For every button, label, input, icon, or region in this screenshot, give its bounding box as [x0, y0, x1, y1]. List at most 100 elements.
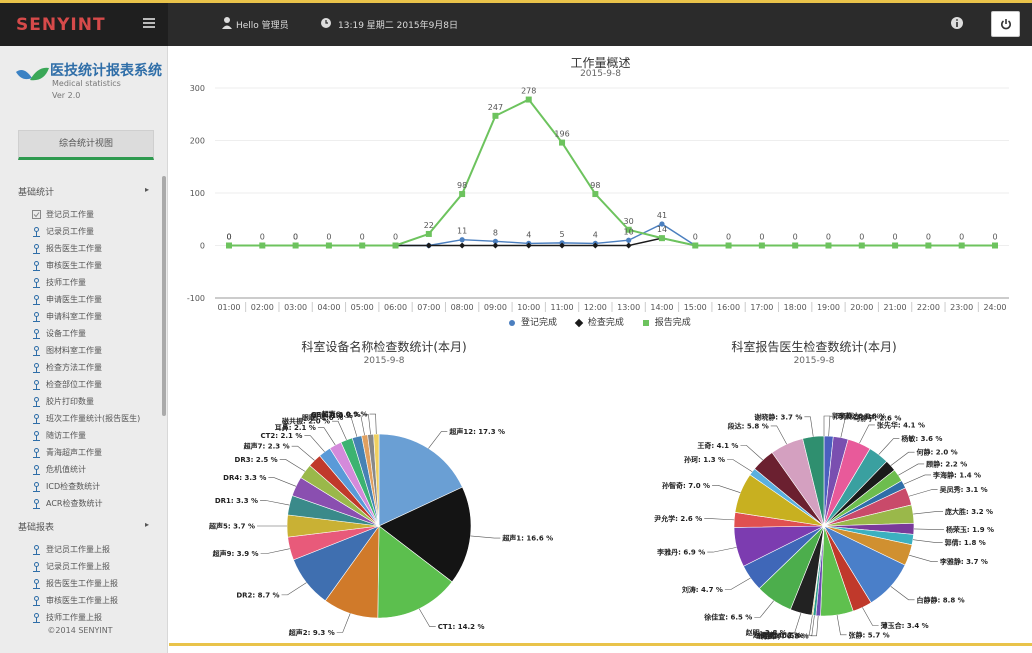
- hamburger-menu-icon[interactable]: [143, 18, 155, 29]
- pie-leader-line: [260, 500, 290, 506]
- nav-item-label: 审核医生工作量上报: [46, 596, 118, 605]
- data-point[interactable]: [525, 242, 532, 249]
- nav-item-report-3[interactable]: 审核医生工作量上报: [32, 593, 160, 609]
- line-chart-legend: 登记完成 检查完成 报告完成: [509, 315, 707, 328]
- data-point[interactable]: [392, 242, 399, 249]
- nav-item-stats-16[interactable]: ICD检查数统计: [32, 479, 160, 495]
- pie-leader-line: [903, 474, 931, 485]
- data-point[interactable]: [625, 226, 632, 233]
- data-point[interactable]: [925, 242, 932, 249]
- pie-slice-label: CT1: 14.2 %: [438, 623, 485, 631]
- nav-item-stats-3[interactable]: 审核医生工作量: [32, 258, 160, 274]
- data-label: 0: [992, 233, 997, 242]
- data-point[interactable]: [592, 191, 599, 198]
- data-point[interactable]: [592, 242, 599, 249]
- nav-item-stats-4[interactable]: 技师工作量: [32, 275, 160, 291]
- person-icon: [33, 448, 40, 458]
- data-label: 98: [590, 181, 600, 190]
- x-tick-label: 03:00: [284, 303, 307, 312]
- nav-item-stats-12[interactable]: 班次工作量统计(报告医生): [32, 411, 160, 427]
- info-icon[interactable]: [950, 16, 964, 30]
- data-point[interactable]: [858, 242, 865, 249]
- data-point[interactable]: [492, 238, 499, 244]
- data-label: 0: [726, 233, 731, 242]
- data-point[interactable]: [425, 242, 432, 249]
- nav-item-stats-6[interactable]: 申请科室工作量: [32, 309, 160, 325]
- nav-item-report-0[interactable]: 登记员工作量上报: [32, 542, 160, 558]
- data-point[interactable]: [459, 237, 465, 243]
- person-icon: [33, 465, 40, 475]
- data-point[interactable]: [559, 242, 566, 249]
- data-point[interactable]: [359, 242, 366, 249]
- data-point[interactable]: [226, 242, 232, 249]
- data-point[interactable]: [692, 242, 699, 249]
- legend-item-registered[interactable]: 登记完成: [509, 315, 557, 328]
- data-point[interactable]: [325, 242, 332, 249]
- pie-slice-label: 李雅丹: 6.9 %: [656, 548, 705, 557]
- data-point[interactable]: [259, 242, 266, 249]
- data-point[interactable]: [292, 242, 299, 249]
- pie-leader-line: [804, 416, 814, 437]
- nav-item-stats-5[interactable]: 申请医生工作量: [32, 292, 160, 308]
- nav-item-stats-15[interactable]: 危机值统计: [32, 462, 160, 478]
- legend-item-reported[interactable]: 报告完成: [642, 315, 691, 328]
- data-point[interactable]: [626, 237, 632, 243]
- data-point[interactable]: [725, 242, 732, 249]
- nav-item-report-4[interactable]: 技师工作量上报: [32, 610, 160, 626]
- data-point[interactable]: [492, 242, 499, 249]
- data-point[interactable]: [758, 242, 765, 249]
- nav-section-basic-reports[interactable]: 基础报表 ▸: [0, 518, 160, 534]
- overview-button[interactable]: 综合统计视图: [18, 130, 154, 160]
- nav-item-stats-8[interactable]: 图材料室工作量: [32, 343, 160, 359]
- pie-slice[interactable]: [377, 525, 453, 619]
- data-point[interactable]: [559, 139, 566, 146]
- data-label: 0: [226, 233, 231, 242]
- pie-slice-label: 张静: 5.7 %: [849, 630, 890, 639]
- data-point[interactable]: [658, 235, 665, 242]
- pie-slice[interactable]: [373, 433, 380, 527]
- data-point[interactable]: [992, 242, 998, 249]
- data-point[interactable]: [625, 242, 632, 249]
- pie-slice[interactable]: [378, 433, 463, 527]
- nav-item-stats-14[interactable]: 青海超声工作量: [32, 445, 160, 461]
- data-point[interactable]: [825, 242, 832, 249]
- bottom-accent-line: [169, 643, 1032, 646]
- data-point[interactable]: [459, 242, 466, 249]
- data-point[interactable]: [492, 112, 499, 119]
- data-point[interactable]: [792, 242, 799, 249]
- data-label: 0: [693, 233, 698, 242]
- data-point[interactable]: [958, 242, 965, 249]
- nav-item-stats-0[interactable]: 登记员工作量: [32, 207, 160, 223]
- sidebar-scrollbar[interactable]: [162, 176, 166, 416]
- nav-section-basic-stats[interactable]: 基础统计 ▸: [0, 183, 160, 199]
- data-point[interactable]: [659, 221, 665, 227]
- data-label: 0: [893, 233, 898, 242]
- pie-slice-label: 李雅静: 3.7 %: [939, 557, 988, 566]
- nav-item-report-1[interactable]: 记录员工作量上报: [32, 559, 160, 575]
- data-point[interactable]: [892, 242, 899, 249]
- logout-button[interactable]: [991, 11, 1020, 37]
- nav-item-stats-2[interactable]: 报告医生工作量: [32, 241, 160, 257]
- pie-slice-label: 耳鼻: 2.1 %: [275, 423, 316, 432]
- pie-slice[interactable]: [378, 486, 472, 583]
- pie-slice-label: DR1: 3.3 %: [215, 497, 258, 505]
- pie-slice-label: 白静静: 8.8 %: [917, 595, 965, 604]
- nav-item-stats-7[interactable]: 设备工作量: [32, 326, 160, 342]
- nav-item-stats-13[interactable]: 随访工作量: [32, 428, 160, 444]
- x-tick-label: 14:00: [650, 303, 673, 312]
- nav-item-stats-17[interactable]: ACR检查数统计: [32, 496, 160, 512]
- data-point[interactable]: [525, 96, 532, 103]
- data-point[interactable]: [459, 191, 466, 198]
- nav-item-stats-11[interactable]: 胶片打印数量: [32, 394, 160, 410]
- legend-item-examined[interactable]: 检查完成: [574, 315, 624, 328]
- x-tick-label: 16:00: [717, 303, 740, 312]
- nav-item-stats-10[interactable]: 检查部位工作量: [32, 377, 160, 393]
- nav-item-label: 危机值统计: [46, 465, 86, 474]
- data-label: 98: [457, 181, 467, 190]
- data-point[interactable]: [425, 230, 432, 237]
- nav-item-report-2[interactable]: 报告医生工作量上报: [32, 576, 160, 592]
- nav-item-stats-1[interactable]: 记录员工作量: [32, 224, 160, 240]
- nav-item-stats-9[interactable]: 检查方法工作量: [32, 360, 160, 376]
- pie-leader-line: [418, 608, 436, 628]
- nav-item-label: 胶片打印数量: [46, 397, 94, 406]
